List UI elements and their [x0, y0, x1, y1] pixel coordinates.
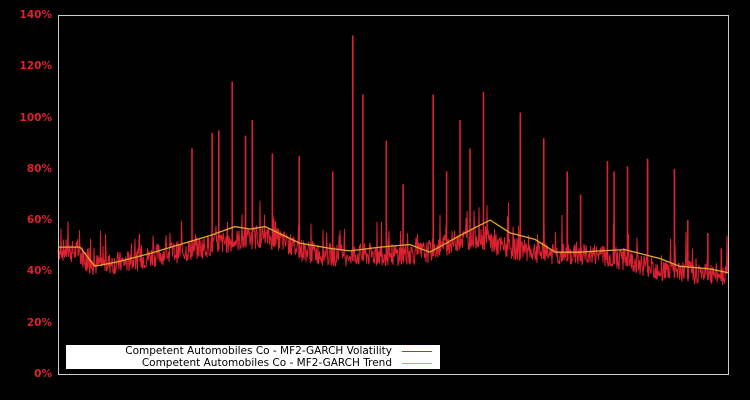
legend-label-trend: Competent Automobiles Co - MF2-GARCH Tre… — [141, 357, 392, 369]
plot-area-frame — [58, 15, 729, 375]
y-tick-label: 100% — [19, 111, 52, 124]
y-tick-label: 40% — [26, 265, 52, 278]
y-tick-label: 60% — [26, 214, 52, 227]
volatility-series — [57, 35, 729, 285]
legend-swatch-volatility — [402, 351, 432, 352]
trend-series — [58, 219, 729, 274]
legend-label-volatility: Competent Automobiles Co - MF2-GARCH Vol… — [125, 345, 392, 357]
y-tick-label: 0% — [34, 368, 52, 380]
legend: Competent Automobiles Co - MF2-GARCH Vol… — [66, 345, 440, 369]
y-tick-label: 80% — [26, 162, 52, 175]
legend-swatch-trend — [402, 363, 432, 364]
y-tick-label: 120% — [19, 60, 52, 73]
y-tick-label: 20% — [26, 316, 52, 329]
y-tick-label: 140% — [19, 9, 52, 21]
